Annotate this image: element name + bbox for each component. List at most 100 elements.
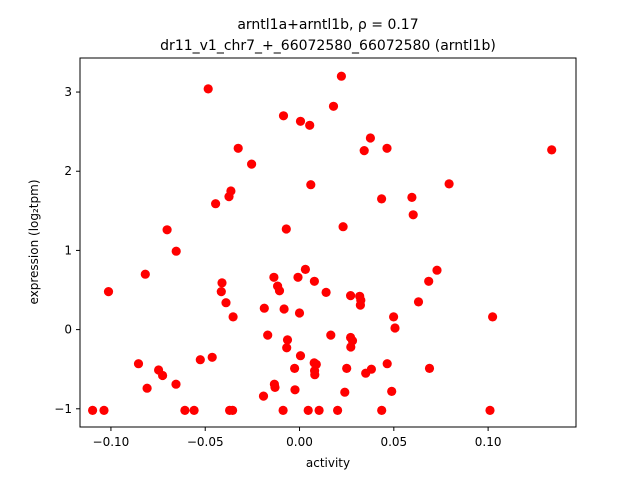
data-point [444, 179, 454, 189]
data-point [293, 272, 303, 282]
data-point [217, 278, 227, 288]
data-point [407, 192, 417, 202]
data-point [211, 199, 221, 209]
data-point [216, 287, 226, 297]
x-tick-label: 0.10 [475, 435, 502, 449]
x-tick-label: 0.05 [380, 435, 407, 449]
data-point [306, 180, 316, 190]
y-tick-label: −1 [54, 402, 72, 416]
data-point [321, 287, 331, 297]
data-point [377, 405, 387, 415]
data-point [278, 405, 288, 415]
data-point [303, 405, 313, 415]
data-point [326, 330, 336, 340]
data-point [233, 143, 243, 153]
data-point [295, 116, 306, 126]
data-point [361, 368, 371, 378]
data-point [274, 286, 285, 296]
data-point [294, 308, 305, 318]
data-point [300, 264, 310, 274]
data-point [228, 312, 238, 322]
data-point [140, 269, 150, 279]
data-point [279, 304, 289, 314]
data-point [180, 405, 190, 415]
data-point [171, 379, 181, 389]
data-point [171, 246, 181, 256]
data-point [281, 224, 291, 234]
data-point [382, 359, 392, 369]
data-point [270, 382, 280, 392]
data-point [340, 387, 350, 397]
data-point [162, 225, 172, 235]
data-point [247, 159, 257, 169]
data-point [224, 192, 234, 202]
y-tick-label: 2 [64, 164, 72, 178]
x-tick-label: −0.10 [93, 435, 130, 449]
data-point [485, 405, 495, 415]
x-tick-label: 0.00 [286, 435, 313, 449]
data-point [309, 276, 319, 286]
data-point [278, 111, 289, 121]
data-point [88, 405, 98, 415]
data-point [103, 287, 114, 297]
data-point [189, 405, 199, 415]
data-point [195, 355, 205, 365]
data-point [228, 405, 238, 415]
data-point [314, 405, 324, 415]
data-point [432, 265, 442, 275]
data-point [203, 84, 213, 94]
data-point [290, 385, 300, 395]
data-point [359, 146, 369, 156]
data-point [282, 335, 293, 345]
data-point [269, 272, 279, 282]
data-point [488, 312, 498, 322]
data-point [258, 391, 269, 401]
data-point [547, 145, 557, 155]
plot-frame [79, 57, 577, 428]
x-axis-label: activity [306, 456, 350, 470]
data-point [342, 363, 352, 373]
chart-title-line1: arntl1a+arntl1b, ρ = 0.17 [237, 17, 418, 33]
y-tick-label: 3 [64, 85, 72, 99]
plot-area-background [80, 58, 576, 427]
data-point [424, 363, 435, 373]
data-point [221, 298, 231, 308]
data-point [333, 405, 343, 415]
data-point [365, 133, 375, 143]
data-point [328, 101, 339, 111]
data-point [338, 222, 348, 232]
y-axis-label: expression (log₂tpm) [27, 179, 41, 304]
data-point [355, 300, 365, 310]
data-point [99, 405, 109, 415]
data-point [263, 330, 273, 340]
data-point [424, 276, 434, 286]
data-point [346, 291, 356, 301]
data-point [259, 303, 269, 313]
data-point [290, 363, 300, 373]
data-point [310, 370, 320, 380]
data-point [390, 323, 400, 333]
data-point [346, 342, 356, 352]
data-point [207, 352, 217, 362]
data-point [389, 312, 399, 322]
chart-title-line2: dr11_v1_chr7_+_66072580_66072580 (arntl1… [160, 38, 496, 54]
y-tick-label: 1 [64, 243, 72, 257]
data-point [133, 359, 144, 369]
data-point [305, 120, 315, 130]
data-point [142, 383, 152, 393]
data-point [295, 351, 306, 361]
x-axis-ticks: −0.10 −0.05 0.00 0.05 0.10 [93, 427, 502, 449]
data-point [387, 386, 397, 396]
data-point [382, 143, 392, 153]
data-point [158, 370, 168, 381]
data-point [408, 210, 418, 220]
x-tick-label: −0.05 [187, 435, 224, 449]
data-point [377, 194, 387, 204]
data-point [413, 297, 424, 307]
data-points [88, 71, 557, 415]
y-tick-label: 0 [64, 323, 72, 337]
data-point [282, 343, 292, 353]
data-point [336, 71, 346, 81]
